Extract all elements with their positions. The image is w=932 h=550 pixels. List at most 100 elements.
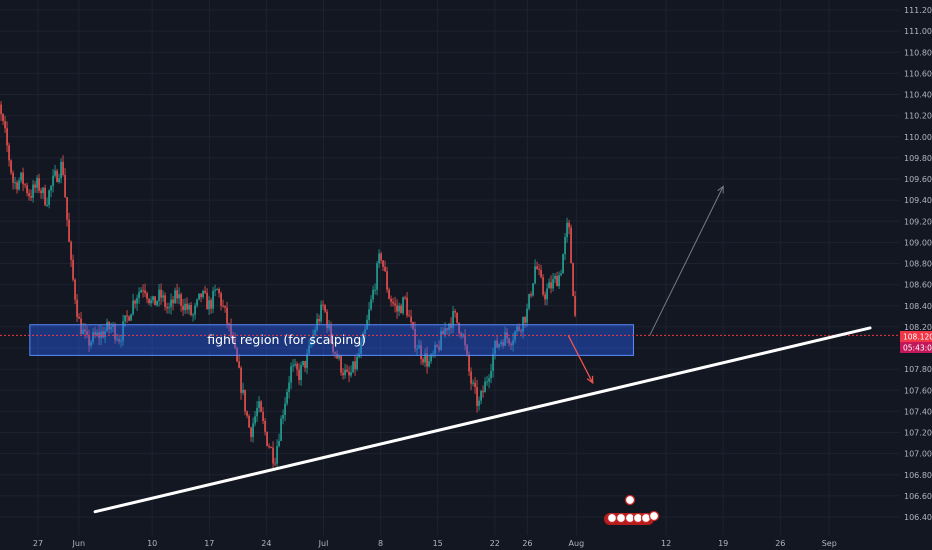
projection-up-arrow[interactable] (649, 185, 724, 336)
candle-body (204, 290, 206, 293)
event-flag-icon[interactable] (648, 510, 660, 522)
candle-body (558, 275, 560, 287)
candle-body (226, 307, 228, 324)
candle-body (34, 184, 36, 188)
candle-body (72, 259, 74, 280)
candle-body (62, 161, 64, 175)
candle-body (266, 431, 268, 446)
candle-body (468, 354, 470, 372)
candle-body (44, 187, 46, 206)
candle-body (382, 260, 384, 267)
candle-body (56, 170, 58, 182)
x-tick-label: Sep (822, 539, 837, 548)
candle-body (50, 185, 52, 191)
candle-body (178, 294, 180, 299)
candle-body (394, 303, 396, 306)
candle-body (20, 172, 22, 181)
y-tick-label: 109.200 (904, 217, 932, 226)
candle-body (570, 227, 572, 264)
candle-body (320, 304, 322, 322)
candle-body (508, 338, 510, 344)
candle-body (564, 237, 566, 255)
x-tick-label: 27 (33, 539, 43, 548)
economic-events-icons[interactable] (604, 494, 660, 526)
price-axis[interactable]: 111.200 111.000 110.800 110.600 110.400 110.2… (904, 6, 932, 522)
candle-body (296, 363, 298, 370)
candle-body (368, 309, 370, 320)
fight-region-zone[interactable]: fight region (for scalping) (29, 324, 634, 356)
candle-body (258, 401, 260, 409)
candle-body (124, 315, 126, 322)
candle-body (292, 365, 294, 367)
candle-body (462, 334, 464, 337)
y-tick-label: 109.400 (904, 196, 932, 205)
candle-body (170, 299, 172, 308)
arrow-shaft (649, 186, 724, 336)
x-tick-label: 24 (261, 539, 271, 548)
candle-body (486, 381, 488, 383)
candle-body (280, 418, 282, 441)
candle-body (8, 145, 10, 161)
arrow-shaft (567, 335, 594, 384)
fight-region-rect[interactable] (29, 324, 634, 356)
candle-body (88, 334, 90, 346)
candle-body (302, 361, 304, 366)
candle-body (470, 371, 472, 384)
candle-body (304, 361, 306, 368)
candle-body (120, 340, 122, 342)
candle-body (270, 447, 272, 449)
candle-body (102, 331, 104, 338)
candle-body (18, 180, 20, 190)
candle-body (98, 332, 100, 339)
candle-body (348, 371, 350, 376)
candle-body (474, 382, 476, 387)
candle-body (60, 161, 62, 179)
candle-body (244, 389, 246, 412)
countdown-timer: 05:43:09 (903, 344, 932, 353)
y-tick-label: 108.800 (904, 260, 932, 269)
x-tick-label: 10 (147, 539, 157, 548)
candle-body (446, 328, 448, 331)
candle-body (238, 361, 240, 368)
candle-body (492, 353, 494, 371)
candle-body (290, 366, 292, 383)
time-axis[interactable]: 27 Jun 10 17 24 Jul 8 15 22 26 Aug 12 19 26 Sep (33, 539, 837, 548)
candle-body (396, 305, 398, 312)
candle-body (184, 303, 186, 311)
projection-down-arrow[interactable] (567, 335, 594, 385)
candle-body (16, 182, 18, 190)
arrow-head (586, 375, 594, 385)
candle-body (230, 324, 232, 338)
event-flag-icon[interactable] (606, 512, 618, 524)
candle-body (166, 306, 168, 309)
candle-body (282, 415, 284, 419)
support-trendline[interactable] (93, 326, 872, 514)
candle-body (384, 266, 386, 272)
candle-body (58, 178, 60, 182)
candle-body (458, 322, 460, 334)
candle-body (4, 121, 6, 129)
candle-body (518, 326, 520, 331)
candle-body (256, 408, 258, 417)
candle-body (372, 289, 374, 300)
candle-body (154, 296, 156, 306)
event-flag-icon[interactable] (624, 494, 636, 506)
candle-body (206, 292, 208, 310)
candle-body (138, 292, 140, 299)
candle-body (390, 298, 392, 302)
candle-body (568, 222, 570, 228)
x-tick-label: Jul (318, 539, 329, 548)
candle-body (84, 329, 86, 332)
event-flag-icon[interactable] (615, 512, 627, 524)
candle-body (248, 415, 250, 428)
candle-body (294, 363, 296, 366)
candle-body (108, 322, 110, 330)
candle-body (104, 331, 106, 338)
candle-body (418, 345, 420, 349)
candle-body (194, 305, 196, 315)
candle-body (264, 420, 266, 432)
candle-body (420, 345, 422, 360)
candle-body (340, 356, 342, 373)
candle-body (572, 263, 574, 297)
